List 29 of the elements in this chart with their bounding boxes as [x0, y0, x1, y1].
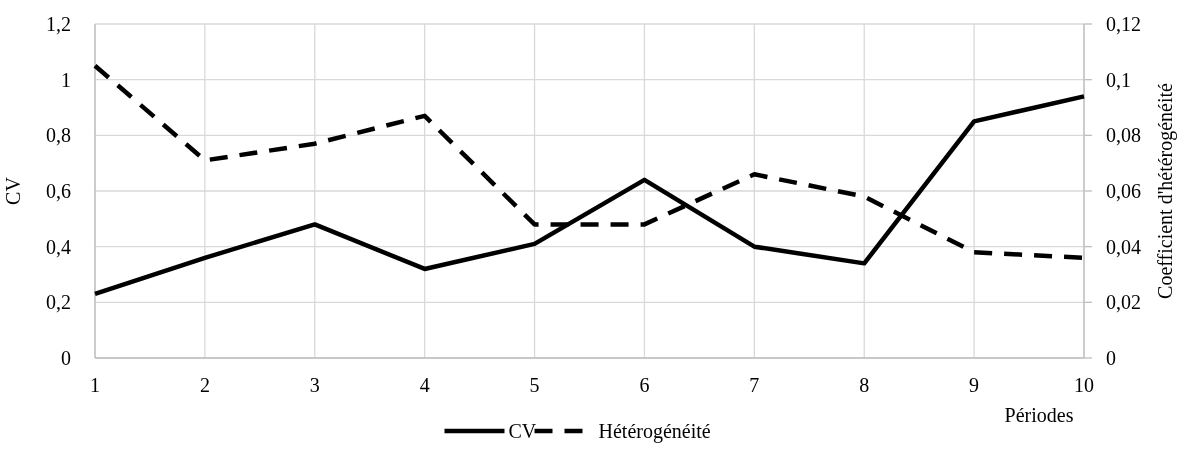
y2-tick-label: 0,1 — [1106, 68, 1131, 91]
y2-tick-label: 0,12 — [1106, 13, 1141, 35]
x-tick-label: 6 — [639, 374, 650, 396]
y2-tick-label: 0,04 — [1106, 235, 1141, 258]
y2-tick-label: 0,06 — [1106, 180, 1141, 202]
y-tick-label: 1 — [61, 68, 71, 91]
x-axis-title: Périodes — [1004, 404, 1074, 426]
y-tick-label: 0,2 — [46, 291, 71, 314]
x-tick-label: 9 — [969, 374, 980, 396]
y2-tick-label: 0,08 — [1106, 124, 1141, 147]
x-tick-label: 2 — [199, 374, 210, 396]
x-tick-label: 3 — [309, 374, 320, 396]
y-tick-label: 0,6 — [46, 180, 71, 202]
y2-tick-label: 0,02 — [1106, 291, 1141, 314]
x-tick-label: 10 — [1074, 374, 1094, 396]
x-tick-label: 5 — [529, 374, 540, 396]
x-tick-label: 8 — [859, 374, 870, 396]
x-tick-label: 7 — [749, 374, 760, 396]
legend-label: CV — [508, 420, 537, 442]
legend-label: Hétérogénéité — [598, 420, 711, 443]
x-tick-label: 1 — [90, 374, 100, 396]
y2-tick-label: 0 — [1106, 347, 1116, 369]
x-tick-label: 4 — [419, 374, 430, 396]
y-tick-label: 0,4 — [46, 235, 71, 258]
y-axis-title: CV — [2, 176, 24, 205]
y-tick-label: 0 — [61, 347, 71, 369]
y-tick-label: 0,8 — [46, 124, 71, 147]
y2-axis-title: Coefficient d'hétérogénéité — [1154, 82, 1177, 299]
y-tick-label: 1,2 — [46, 13, 71, 35]
